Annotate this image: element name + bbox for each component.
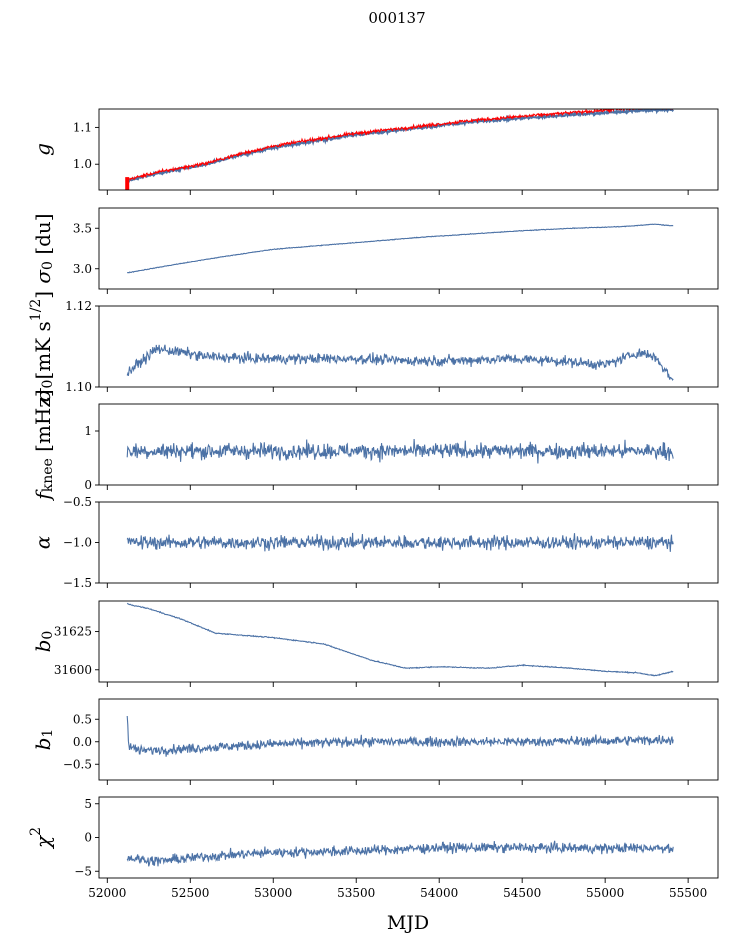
g-series-line xyxy=(126,109,674,181)
alpha-series-line xyxy=(126,532,674,552)
b0-series-line xyxy=(126,602,674,677)
x-tick-label: 55500 xyxy=(669,886,707,900)
fknee-y-tick-label: 1 xyxy=(84,424,92,438)
x-tick-label: 55000 xyxy=(586,886,624,900)
panel-fknee: 0 1 fknee [mHz] xyxy=(31,389,719,502)
g-y-tick-label: 1.0 xyxy=(73,157,92,171)
g-y-tick-label: 1.1 xyxy=(73,120,92,134)
x-tick-label: 53500 xyxy=(337,886,375,900)
g-start-marker xyxy=(125,177,130,190)
sigma0_mK-series-line xyxy=(126,344,674,382)
chi2-y-axis-label: χ2 xyxy=(28,827,55,850)
sigma0_mK-y-tick-label: 1.10 xyxy=(65,380,92,394)
x-tick-label: 53000 xyxy=(254,886,292,900)
panel-g: 1.0 1.1 g xyxy=(31,108,719,195)
chi2-series-line xyxy=(126,840,674,867)
b1-y-tick-label: 0.5 xyxy=(73,712,92,726)
fknee-y-axis-label: fknee [mHz] xyxy=(31,389,57,501)
sigma0_mK-y-axis-label: σ0[mK s1/2] xyxy=(28,291,56,402)
g-series-line xyxy=(126,109,674,183)
b1-y-tick-label: −0.5 xyxy=(63,757,92,771)
panel-alpha: −1.5 −1.0 −0.5 α xyxy=(31,495,719,590)
x-tick-label: 52500 xyxy=(171,886,209,900)
panel-sigma0_mK: 1.10 1.12 σ0[mK s1/2] xyxy=(28,291,719,402)
fknee-series-line xyxy=(126,438,674,464)
chi2-y-tick-label: 5 xyxy=(84,797,92,811)
b1-y-tick-label: 0.0 xyxy=(73,735,92,749)
sigma0_du-frame xyxy=(98,207,719,290)
sigma0_du-y-tick-label: 3.5 xyxy=(73,221,92,235)
x-tick-label: 54000 xyxy=(420,886,458,900)
figure-title: 000137 xyxy=(368,9,425,27)
g-y-axis-label: g xyxy=(31,143,55,156)
x-tick-label: 54500 xyxy=(503,886,541,900)
panel-chi2: −5 0 5 χ2 xyxy=(28,796,719,883)
sigma0_du-y-axis-label: σ0 [du] xyxy=(31,213,57,283)
sigma0_mK-y-tick-label: 1.12 xyxy=(65,299,92,313)
fknee-y-tick-label: 0 xyxy=(84,478,92,492)
alpha-y-tick-label: −1.0 xyxy=(63,536,92,550)
b1-y-axis-label: b1 xyxy=(31,729,57,751)
panel-sigma0_du: 3.0 3.5 σ0 [du] xyxy=(31,207,719,294)
b0-y-axis-label: b0 xyxy=(31,631,57,653)
chi2-y-tick-label: −5 xyxy=(74,864,92,878)
chi2-frame xyxy=(98,796,719,879)
chi2-y-tick-label: 0 xyxy=(84,831,92,845)
alpha-y-tick-label: −0.5 xyxy=(63,495,92,509)
x-axis: 52000 52500 53000 53500 54000 54500 55000 55500 xyxy=(88,886,707,900)
fknee-frame xyxy=(98,403,719,486)
b1-frame xyxy=(98,698,719,781)
b0-y-tick-label: 31625 xyxy=(54,625,92,639)
alpha-y-axis-label: α xyxy=(31,535,55,549)
sigma0_mK-frame xyxy=(98,305,719,388)
alpha-y-tick-label: −1.5 xyxy=(63,576,92,590)
g-frame xyxy=(98,108,719,191)
x-tick-label: 52000 xyxy=(88,886,126,900)
sigma0_du-y-tick-label: 3.0 xyxy=(73,262,92,276)
sigma0_du-series-line xyxy=(126,223,674,274)
panel-b1: −0.5 0.0 0.5 b1 xyxy=(31,698,719,785)
b1-series-line xyxy=(126,715,674,757)
x-axis-label: MJD xyxy=(387,912,429,934)
b0-frame xyxy=(98,600,719,683)
b0-y-tick-label: 31600 xyxy=(54,663,92,677)
